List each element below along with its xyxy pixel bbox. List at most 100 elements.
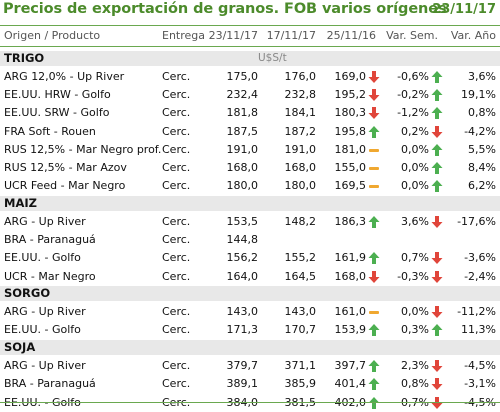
unit-label: U$S/t (258, 52, 287, 64)
arrow-down-icon (368, 89, 380, 102)
price-year-ago: 169,5 (334, 179, 367, 193)
price-year-ago: 195,2 (334, 88, 367, 102)
price-year-ago: 155,0 (334, 161, 367, 174)
delivery: Cerc. (162, 214, 191, 228)
group-header-soja: SOJA (0, 340, 500, 356)
var-sem-value: 0,0% (401, 142, 429, 156)
var-ano-value: 3,6% (468, 70, 496, 83)
table-row: UCR - Mar Negro Cerc. 164,0 164,5 168,0 -0,3%… (0, 268, 500, 286)
title-bar: Precios de exportación de granos. FOB va… (0, 0, 500, 24)
group-header-sorgo: SORGO (0, 286, 500, 302)
arrow-down-icon (431, 378, 443, 391)
var-ano-value: 6,2% (468, 179, 496, 193)
delivery: Cerc. (162, 269, 191, 283)
header-divider (0, 46, 500, 47)
arrow-up-icon (368, 125, 380, 138)
var-ano-value: -17,6% (457, 214, 496, 228)
delivery: Cerc. (162, 323, 191, 337)
price-current: 168,0 (226, 161, 259, 174)
price-year-ago: 401,4 (334, 377, 367, 391)
col-entrega: Entrega (162, 29, 206, 42)
price-current: 232,4 (226, 88, 259, 102)
product-name: FRA Soft - Rouen (4, 124, 96, 138)
table-row: EE.UU. SRW - Golfo Cerc. 181,8 184,1 180,3 -1… (0, 104, 500, 122)
price-current: 143,0 (226, 305, 259, 319)
price-year-ago: 180,3 (334, 106, 367, 120)
price-week-ago: 170,7 (284, 323, 317, 337)
col-date-3: 25/11/16 (326, 29, 376, 42)
delivery: Cerc. (162, 106, 191, 120)
product-name: EE.UU. HRW - Golfo (4, 88, 111, 102)
flat-dash-icon (369, 148, 379, 152)
arrow-up-icon (368, 360, 380, 373)
product-name: BRA - Paranaguá (4, 377, 96, 391)
arrow-up-icon (431, 89, 443, 102)
var-ano-value: -4,5% (464, 359, 496, 373)
price-week-ago: 180,0 (284, 179, 317, 193)
var-ano-value: -3,1% (464, 377, 496, 391)
table-row: EE.UU. - Golfo Cerc. 171,3 170,7 153,9 0,3% 11… (0, 321, 500, 339)
table-row: ARG - Up River Cerc. 379,7 371,1 397,7 2,3% -4… (0, 357, 500, 375)
flat-dash-icon (369, 311, 379, 315)
price-year-ago: 169,0 (334, 70, 367, 83)
flat-dash-icon (369, 167, 379, 170)
arrow-down-icon (431, 360, 443, 373)
product-name: EE.UU. - Golfo (4, 251, 81, 265)
product-name: ARG - Up River (4, 359, 86, 373)
delivery: Cerc. (162, 233, 191, 247)
price-week-ago: 176,0 (284, 70, 317, 83)
price-current: 191,0 (226, 142, 259, 156)
product-name: ARG - Up River (4, 214, 86, 228)
price-year-ago: 397,7 (334, 359, 367, 373)
table-row: BRA - Paranaguá Cerc. 389,1 385,9 401,4 0,8% -… (0, 375, 500, 393)
title-divider (0, 25, 500, 26)
price-year-ago: 168,0 (334, 269, 367, 283)
table-row: RUS 12,5% - Mar Azov Cerc. 168,0 168,0 155,0… (0, 159, 500, 177)
product-name: EE.UU. SRW - Golfo (4, 106, 110, 120)
price-week-ago: 155,2 (284, 251, 317, 265)
price-current: 171,3 (226, 323, 259, 337)
product-name: RUS 12,5% - Mar Negro prof. (4, 142, 162, 156)
product-name: ARG - Up River (4, 305, 86, 319)
var-ano-value: -11,2% (457, 305, 496, 319)
price-current: 181,8 (226, 106, 259, 120)
product-name: UCR - Mar Negro (4, 269, 96, 283)
var-sem-value: 0,3% (401, 323, 429, 337)
arrow-up-icon (368, 215, 380, 228)
arrow-down-icon (368, 71, 380, 83)
delivery: Cerc. (162, 251, 191, 265)
col-date-1: 23/11/17 (208, 29, 258, 42)
col-date-2: 17/11/17 (266, 29, 316, 42)
arrow-up-icon (368, 378, 380, 391)
var-ano-value: -2,4% (464, 269, 496, 283)
var-ano-value: 5,5% (468, 142, 496, 156)
table-row: FRA Soft - Rouen Cerc. 187,5 187,2 195,8 0,2%… (0, 123, 500, 141)
column-header-row: Origen / Producto Entrega 23/11/17 17/11… (0, 29, 500, 46)
price-week-ago: 184,1 (284, 106, 317, 120)
var-sem-value: 3,6% (401, 214, 429, 228)
price-current: 156,2 (226, 251, 259, 265)
product-name: RUS 12,5% - Mar Azov (4, 161, 127, 174)
price-week-ago: 168,0 (284, 161, 317, 174)
price-year-ago: 186,3 (334, 214, 367, 228)
delivery: Cerc. (162, 359, 191, 373)
price-week-ago: 385,9 (284, 377, 317, 391)
arrow-up-icon (431, 180, 443, 193)
report-date: 23/11/17 (432, 2, 496, 17)
var-sem-value: 0,8% (401, 377, 429, 391)
price-week-ago: 371,1 (284, 359, 317, 373)
price-current: 153,5 (226, 214, 259, 228)
group-name: MAIZ (4, 195, 37, 210)
delivery: Cerc. (162, 142, 191, 156)
delivery: Cerc. (162, 124, 191, 138)
var-ano-value: 11,3% (461, 323, 496, 337)
price-week-ago: 148,2 (284, 214, 317, 228)
arrow-up-icon (368, 252, 380, 265)
arrow-down-icon (431, 270, 443, 283)
table-row: ARG - Up River Cerc. 153,5 148,2 186,3 3,6% -1… (0, 213, 500, 231)
delivery: Cerc. (162, 70, 191, 83)
delivery: Cerc. (162, 161, 191, 174)
price-week-ago: 187,2 (284, 124, 317, 138)
var-sem-value: 0,0% (401, 305, 429, 319)
col-var-sem: Var. Sem. (386, 29, 438, 42)
